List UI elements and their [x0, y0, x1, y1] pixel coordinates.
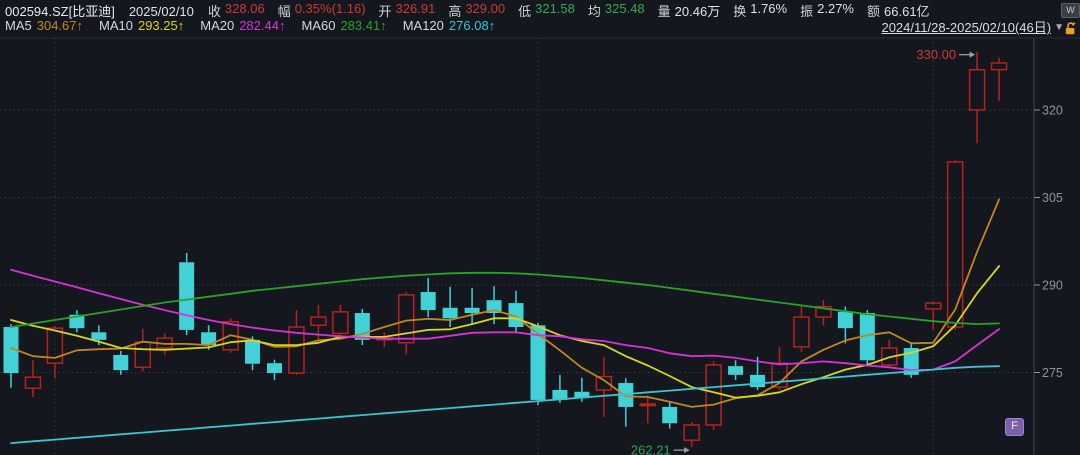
quote-field: 开 326.91 — [379, 1, 436, 20]
lock-icon[interactable] — [1064, 21, 1079, 36]
candles-layer — [3, 51, 1008, 448]
quote-field-label: 换 — [733, 4, 747, 19]
quote-field-value: 20.46万 — [674, 4, 721, 19]
ma-legend-item: MA60 283.41↑ — [301, 18, 386, 33]
quote-field-value: 1.76% — [750, 1, 788, 16]
y-axis-tick-label: 275 — [1042, 366, 1063, 380]
quote-field-label: 量 — [657, 4, 671, 19]
quote-field: 幅 0.35%(1.16) — [278, 1, 366, 20]
quote-field-label: 幅 — [277, 4, 291, 19]
quote-field-label: 开 — [378, 4, 392, 19]
quote-field: 额 66.61亿 — [867, 1, 930, 20]
y-axis-tick-label: 290 — [1042, 279, 1063, 293]
ma-legend-label: MA10 — [99, 18, 133, 33]
ma-legend-value: 276.08↑ — [448, 18, 496, 33]
quote-field-label: 振 — [800, 4, 814, 19]
y-axis-tick-label: 320 — [1042, 103, 1063, 117]
ma-lines-layer — [10, 198, 1000, 445]
ma-legend-label: MA5 — [5, 18, 32, 33]
ma-legend-value: 293.25↑ — [137, 18, 185, 33]
ma-legend-item: MA10 293.25↑ — [99, 18, 184, 33]
ma-line-ma20 — [10, 268, 1000, 372]
quote-field-value: 2.27% — [817, 1, 854, 16]
quote-header: 002594.SZ[比亚迪] 2025/02/10 收 328.06 幅 0.35%(… — [5, 1, 930, 20]
fn-badge[interactable]: F — [1005, 418, 1024, 436]
ma-legend-value: 283.41↑ — [340, 18, 387, 33]
quote-field-label: 高 — [448, 4, 462, 19]
ma-line-ma120 — [10, 365, 1000, 445]
low-annotation-text: 262.21 — [631, 443, 671, 455]
date-range-selector[interactable]: 2024/11/28-2025/02/10(46日) ▼ — [881, 17, 1064, 36]
quote-field-value: 326.91 — [395, 1, 436, 16]
quote-field: 振 2.27% — [800, 1, 854, 20]
ma-legend-label: MA120 — [402, 18, 444, 33]
quote-field-value: 325.48 — [604, 1, 645, 16]
ma-legend-item: MA120 276.08↑ — [403, 18, 495, 33]
lock-shackle — [1067, 22, 1076, 29]
high-annotation: 330.00 — [916, 47, 976, 62]
quote-field-value: 66.61亿 — [884, 4, 930, 19]
ma-legend-item: MA20 282.44↑ — [200, 18, 285, 33]
window-icon[interactable]: W — [1061, 3, 1080, 18]
ma-line-ma10 — [10, 265, 1000, 399]
ma-legend-label: MA60 — [301, 18, 336, 33]
quote-field-label: 额 — [867, 4, 881, 19]
quote-field-label: 低 — [518, 4, 532, 19]
ma-line-ma60 — [10, 271, 1000, 328]
low-annotation: 262.21 — [631, 443, 690, 455]
quote-field: 换 1.76% — [733, 1, 787, 20]
ma-legend: MA5 304.67↑ MA10 293.25↑ MA20 282.44↑ MA60 283.… — [5, 18, 495, 35]
ma-legend-label: MA20 — [200, 18, 235, 33]
quote-field-value: 329.00 — [465, 1, 506, 16]
chevron-down-icon: ▼ — [1054, 22, 1064, 33]
y-axis-tick-label: 305 — [1042, 191, 1063, 205]
ma-legend-item: MA5 304.67↑ — [5, 18, 83, 33]
quote-fields: 收 328.06 幅 0.35%(1.16) 开 326.91 高 329.00 低 321.58… — [208, 1, 930, 20]
symbol-title: 002594.SZ[比亚迪] — [5, 4, 115, 19]
ma-legend-value: 282.44↑ — [239, 18, 286, 33]
date-range-text: 2024/11/28-2025/02/10(46日) — [881, 20, 1052, 35]
quote-field-label: 收 — [207, 4, 221, 19]
ma-line-ma5 — [10, 198, 1000, 408]
lock-body — [1065, 28, 1075, 35]
quote-field-value: 0.35%(1.16) — [294, 1, 366, 16]
quote-field: 均 325.48 — [588, 1, 645, 20]
quote-field-label: 均 — [587, 4, 601, 19]
quote-field: 低 321.58 — [518, 1, 575, 20]
quote-field: 量 20.46万 — [658, 1, 721, 20]
high-annotation-text: 330.00 — [916, 47, 956, 62]
gridlines-layer — [0, 38, 1034, 455]
quote-field-value: 321.58 — [535, 1, 575, 16]
axes-layer: 320 305 290 275 — [0, 37, 1080, 455]
quote-field-value: 328.06 — [224, 1, 265, 16]
quote-date: 2025/02/10 — [128, 4, 194, 19]
ma-legend-value: 304.67↑ — [36, 18, 83, 33]
quote-field: 高 329.00 — [448, 1, 505, 20]
quote-field: 收 328.06 — [208, 1, 265, 20]
